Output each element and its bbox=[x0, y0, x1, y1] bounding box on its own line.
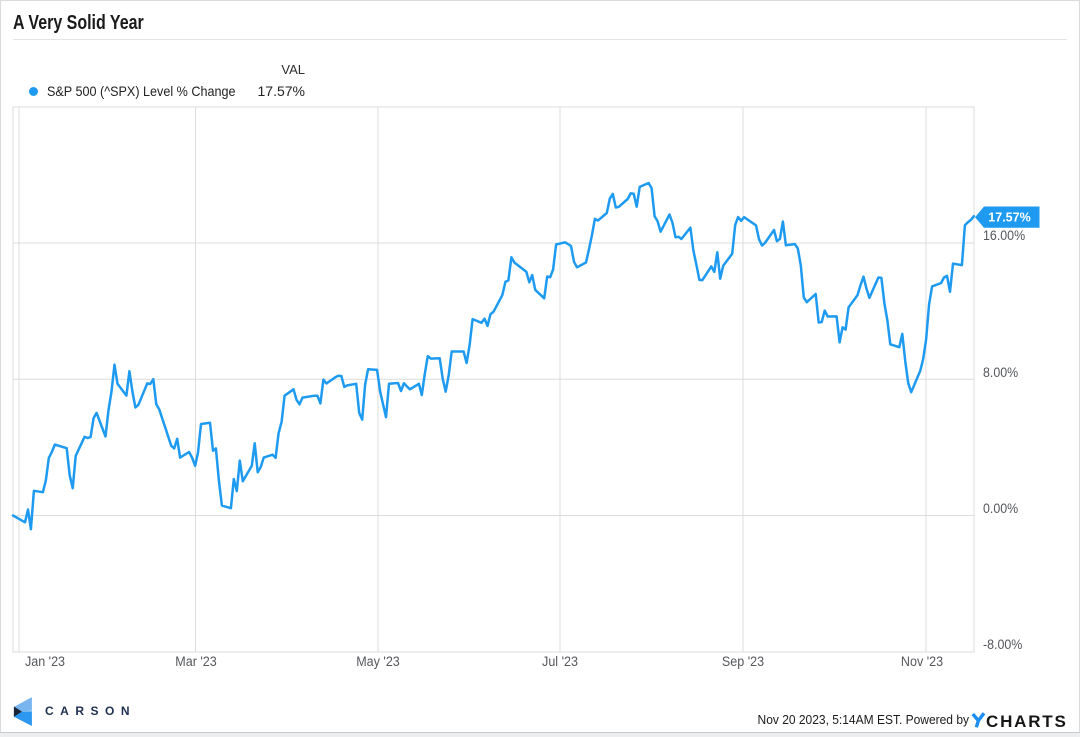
svg-text:17.57%: 17.57% bbox=[988, 211, 1030, 225]
